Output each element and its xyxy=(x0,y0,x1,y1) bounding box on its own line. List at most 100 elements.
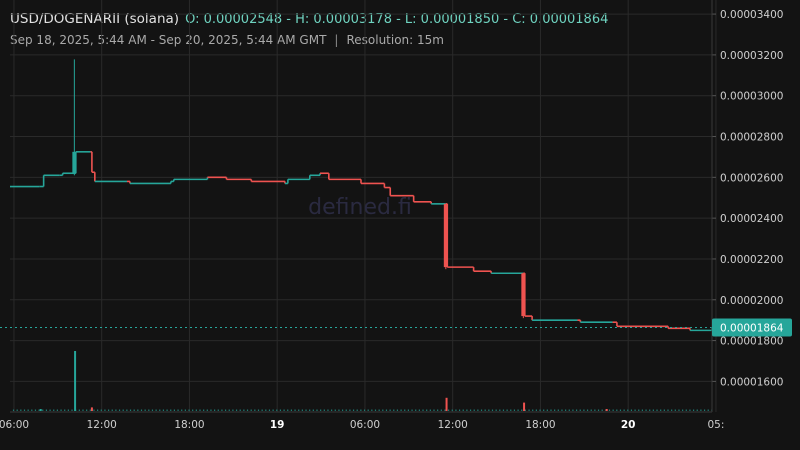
volume-bar-min xyxy=(181,409,183,411)
volume-bar-min xyxy=(692,409,695,411)
volume-bar-min xyxy=(422,409,424,411)
volume-bar-min xyxy=(426,409,428,411)
volume-bar-min xyxy=(334,409,336,411)
volume-bar-min xyxy=(594,409,596,411)
price-tick-label: 0.00001600 xyxy=(720,376,783,388)
volume-bar-min xyxy=(689,409,691,411)
volume-bar-min xyxy=(579,409,581,411)
volume-bar-min xyxy=(469,409,472,411)
volume-bar-min xyxy=(100,409,102,411)
volume-bar-min xyxy=(513,409,516,411)
time-tick-label: 18:00 xyxy=(525,419,555,431)
volume-bar-min xyxy=(374,409,377,411)
volume-bar-min xyxy=(126,409,128,411)
price-tick-label: 0.00002200 xyxy=(720,254,783,266)
volume-bar-min xyxy=(667,409,669,411)
volume-bar-min xyxy=(148,409,150,411)
price-axis[interactable]: 0.00003400 0.00003200 0.00003000 0.00002800… xyxy=(711,0,783,412)
volume-bar-min xyxy=(235,409,238,411)
volume-bar-min xyxy=(31,409,33,411)
volume-bar-min xyxy=(575,409,578,411)
volume-bar-min xyxy=(294,409,296,411)
time-tick-label: 06:00 xyxy=(0,419,29,431)
volume-bar-min xyxy=(268,409,271,411)
volume-bar-min xyxy=(597,409,600,411)
volume-bar-min xyxy=(385,409,388,411)
volume-bar-min xyxy=(228,409,230,411)
volume-bar-min xyxy=(283,409,285,411)
volume-bar-min xyxy=(656,409,658,411)
candle-body xyxy=(72,151,77,174)
volume-bar-min xyxy=(484,409,486,411)
volume-bar-min xyxy=(546,409,548,411)
volume-bar-min xyxy=(532,409,534,411)
price-tick-label: 0.00002000 xyxy=(720,295,783,307)
time-tick-label: 19 xyxy=(270,419,285,431)
volume-bar-min xyxy=(155,409,157,411)
volume-bar-min xyxy=(608,409,611,411)
volume-bar-min xyxy=(162,409,165,411)
volume-bar-min xyxy=(177,409,179,411)
volume-bar-min xyxy=(634,409,636,411)
volume-bar-min xyxy=(89,409,91,411)
volume-bar-min xyxy=(93,409,95,411)
last-price-tag: 0.00001864 xyxy=(712,318,792,337)
volume-bar-min xyxy=(261,409,263,411)
volume-bar-min xyxy=(170,409,172,411)
volume-bar-min xyxy=(287,409,289,411)
volume-bar-min xyxy=(272,409,274,411)
volume-bar-min xyxy=(502,409,505,411)
time-tick-label: 18:00 xyxy=(174,419,204,431)
volume-bar-min xyxy=(56,409,58,411)
volume-bar-min xyxy=(612,409,614,411)
volume-bar-min xyxy=(652,409,654,411)
volume-bar-min xyxy=(696,409,698,411)
volume-bar-min xyxy=(309,409,311,411)
volume-bar-min xyxy=(45,409,48,411)
volume-bar-min xyxy=(660,409,662,411)
volume-bar-min xyxy=(382,409,384,411)
volume-bar-min xyxy=(477,409,479,411)
volume-bar-min xyxy=(499,409,501,411)
volume-bar-min xyxy=(407,409,409,411)
volume-bar-min xyxy=(360,409,362,411)
time-axis[interactable]: 06:00 12:00 18:00 19 06:00 12:00 18:00 20 05: xyxy=(0,411,724,431)
volume-bar-min xyxy=(188,409,190,411)
volume-bar-min xyxy=(78,409,80,411)
volume-bar-min xyxy=(276,409,278,411)
volume-bar-min xyxy=(67,409,69,411)
volume-bar-min xyxy=(367,409,369,411)
header-separator: | xyxy=(334,33,339,47)
volume-bar-min xyxy=(707,409,709,411)
volume-bar-min xyxy=(97,409,99,411)
volume-bar-min xyxy=(16,409,18,411)
price-tick-label: 0.00002400 xyxy=(720,213,783,225)
volume-bar-min xyxy=(678,409,680,411)
volume-bar-min xyxy=(517,409,519,411)
last-price-tag-bg xyxy=(712,318,792,337)
volume-bar-min xyxy=(290,409,292,411)
volume-bar-min xyxy=(320,409,322,411)
volume-bar-min xyxy=(682,409,684,411)
volume-bar-min xyxy=(316,409,318,411)
volume-bar-min xyxy=(630,409,633,411)
volume-bar xyxy=(523,402,526,411)
volume-bar-min xyxy=(458,409,461,411)
volume-bar-min xyxy=(86,409,88,411)
volume-bar-min xyxy=(192,409,194,411)
volume-bar-min xyxy=(352,409,355,411)
chart-header-title: USD/DOGENARII (solana) O: 0.00002548 - H:… xyxy=(10,11,608,27)
volume-bar-min xyxy=(700,409,702,411)
volume-bar-min xyxy=(506,409,508,411)
volume-bar-min xyxy=(239,409,241,411)
volume-bar-min xyxy=(554,409,556,411)
volume-bar-min xyxy=(232,409,234,411)
volume-bar-min xyxy=(521,409,523,411)
volume-bar-min xyxy=(561,409,563,411)
last-price-label: 0.00001864 xyxy=(720,323,784,335)
volume-bar-min xyxy=(433,409,435,411)
time-tick-label: 06:00 xyxy=(350,419,380,431)
volume-bar-min xyxy=(488,409,490,411)
volume-bar-min xyxy=(265,409,267,411)
